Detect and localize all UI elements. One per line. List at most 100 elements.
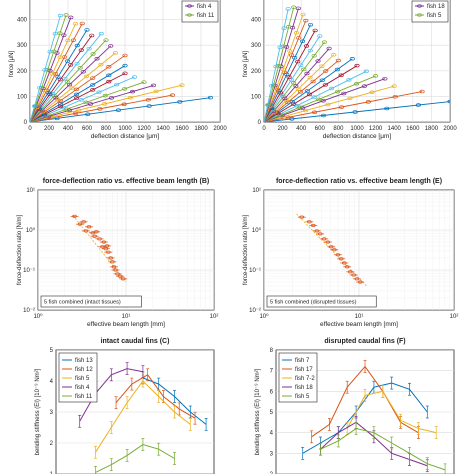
force-point — [277, 45, 283, 50]
force-point — [354, 63, 360, 68]
data-point — [92, 234, 97, 238]
y-tick-label: 3 — [270, 451, 274, 457]
force-point — [338, 73, 344, 78]
y-tick-label: 1 — [50, 472, 54, 474]
force-point — [447, 99, 450, 104]
y-tick-label: 10⁻² — [23, 308, 35, 314]
data-marks — [78, 362, 208, 474]
x-axis-label: effective beam length [mm] — [87, 321, 165, 328]
force-point — [61, 33, 67, 37]
force-point — [300, 39, 306, 44]
force-point — [64, 80, 70, 84]
force-point — [74, 92, 80, 97]
force-point — [320, 99, 326, 103]
x-tick-label: 2000 — [443, 126, 457, 132]
force-point — [292, 56, 298, 60]
x-tick-label: 400 — [63, 126, 74, 132]
force-point — [69, 86, 75, 90]
force-point — [303, 108, 309, 113]
y-tick-label: 5 — [270, 410, 274, 416]
legend-label: fish 4 — [197, 4, 212, 10]
force-point — [285, 100, 291, 105]
force-point — [315, 59, 321, 63]
force-point — [320, 113, 327, 118]
data-point — [306, 220, 312, 224]
force-point — [127, 95, 133, 100]
x-tick-label: 10¹ — [355, 314, 364, 320]
force-point — [37, 86, 43, 90]
data-point — [120, 277, 126, 281]
x-tick-label: 10² — [450, 314, 459, 320]
force-point — [300, 12, 306, 17]
force-point — [55, 75, 61, 79]
force-point — [349, 57, 355, 61]
force-point — [293, 84, 299, 88]
x-tick-label: 0 — [262, 126, 266, 132]
data-point — [317, 232, 323, 236]
force-point — [73, 21, 79, 26]
force-point — [319, 78, 325, 83]
x-tick-label: 600 — [315, 126, 326, 132]
x-axis-label: deflection distance [μm] — [323, 133, 392, 140]
legend-label: fish 4 — [75, 385, 90, 391]
force-point — [335, 58, 341, 63]
force-point — [335, 89, 341, 94]
data-point — [331, 248, 337, 252]
data-point — [77, 222, 83, 226]
force-point — [57, 98, 63, 103]
force-point — [89, 33, 95, 38]
force-point — [122, 71, 128, 76]
force-point — [108, 96, 115, 100]
force-point — [57, 102, 63, 106]
y-tick-label: 10⁰ — [26, 227, 36, 234]
force-point — [153, 89, 159, 94]
force-point — [281, 26, 287, 30]
y-axis-label: force [μN] — [9, 51, 15, 77]
data-point — [111, 265, 117, 269]
force-point — [273, 64, 279, 69]
legend-label: fish 7-2 — [295, 376, 315, 382]
annotation-text: 5 fish combined (intact tissues) — [44, 300, 121, 306]
force-point — [287, 49, 293, 53]
force-point — [49, 72, 55, 76]
data-point — [335, 253, 341, 257]
data-point — [86, 225, 92, 229]
force-point — [384, 106, 390, 111]
force-point — [86, 46, 92, 51]
force-point — [415, 103, 421, 107]
force-point — [365, 100, 371, 104]
legend-marker — [187, 4, 192, 8]
annotation-box — [40, 295, 142, 308]
force-point — [79, 21, 85, 26]
force-point — [296, 36, 302, 40]
force-point — [141, 80, 147, 84]
force-point — [47, 49, 53, 54]
data-point — [299, 215, 305, 219]
force-point — [304, 89, 310, 93]
x-tick-label: 1000 — [350, 126, 364, 132]
grid — [264, 190, 454, 310]
y-tick-label: 200 — [17, 69, 28, 75]
y-tick-label: 0 — [258, 120, 262, 126]
data-point — [117, 274, 123, 278]
y-tick-label: 400 — [251, 18, 262, 24]
data-point — [104, 244, 110, 248]
series-line — [320, 427, 446, 471]
panel-1: 0 200 400 600 800 1000 1200 1400 1600 1800 2000 0 10… — [9, 0, 227, 140]
force-point — [83, 100, 89, 105]
force-point — [363, 69, 369, 74]
force-point — [295, 6, 301, 11]
data-point — [354, 277, 360, 281]
legend-label: fish 18 — [427, 4, 445, 10]
y-tick-label: 10⁻² — [249, 308, 261, 314]
y-tick-label: 0 — [24, 120, 28, 126]
y-axis-label: force [μN] — [243, 51, 249, 77]
y-tick-label: 400 — [17, 18, 28, 24]
force-point — [323, 69, 329, 73]
force-point — [63, 13, 69, 17]
y-tick-label: 100 — [251, 94, 262, 100]
y-tick-label: 2 — [50, 441, 54, 447]
force-line — [264, 91, 423, 122]
force-point — [295, 59, 301, 64]
force-point — [346, 78, 352, 82]
